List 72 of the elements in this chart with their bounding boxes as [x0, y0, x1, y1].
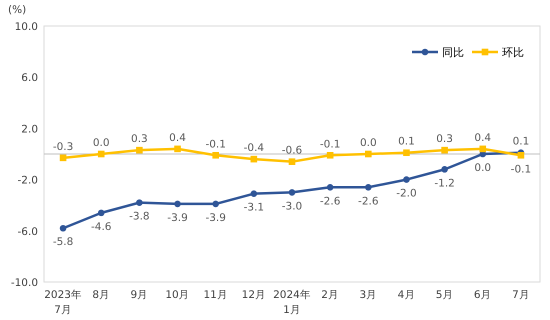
- data-label: 0.1: [512, 136, 530, 148]
- y-tick-label: -6.0: [18, 226, 38, 238]
- data-label: -2.6: [358, 195, 379, 208]
- data-label: -5.8: [52, 236, 74, 248]
- x-tick-label: 9月: [130, 289, 148, 301]
- point: [326, 184, 334, 191]
- data-label: -3.9: [205, 212, 226, 224]
- x-tick-label: 12月: [242, 289, 266, 301]
- point: [250, 190, 258, 197]
- data-label: 0.3: [131, 133, 148, 146]
- y-tick-label: 2.0: [21, 123, 38, 136]
- point: [441, 166, 448, 173]
- point: [212, 152, 219, 159]
- data-label: -4.6: [90, 220, 112, 233]
- x-tick-label: 6月: [474, 289, 492, 301]
- x-tick-label: 10月: [165, 289, 190, 301]
- point: [136, 199, 143, 206]
- data-label: -3.1: [244, 202, 264, 214]
- x-tick-label: 7月: [512, 289, 530, 301]
- data-label: -2.0: [396, 188, 417, 200]
- data-label: 0.0: [360, 137, 377, 149]
- x-tick-label: 5月: [436, 289, 454, 301]
- data-label: -0.6: [282, 144, 303, 157]
- x-tick-label: 2月: [321, 289, 339, 301]
- point: [250, 156, 258, 162]
- data-label: -3.8: [129, 210, 150, 223]
- x-tick-label: 8月: [92, 289, 110, 301]
- x-tick-label: 11月: [204, 289, 228, 301]
- point: [365, 150, 372, 158]
- data-label: 0.0: [92, 137, 110, 149]
- x-tick-label: 2024年 1月: [273, 289, 311, 316]
- point: [212, 200, 219, 208]
- data-label: 0.4: [169, 132, 186, 144]
- data-label: -0.1: [205, 138, 226, 150]
- data-label: -0.3: [52, 140, 74, 153]
- point: [479, 146, 486, 152]
- data-label: -2.6: [320, 195, 341, 208]
- data-label: -0.1: [510, 163, 532, 176]
- point: [60, 154, 66, 162]
- point: [403, 149, 410, 156]
- legend-label: 同比: [442, 46, 464, 59]
- point: [98, 150, 105, 158]
- point: [403, 176, 410, 183]
- y-tick-label: 6.0: [21, 72, 38, 84]
- y-axis-title: (%): [8, 4, 26, 16]
- x-tick-label: 3月: [359, 289, 378, 301]
- data-label: 0.0: [474, 162, 492, 174]
- point: [326, 152, 334, 159]
- y-tick-label: -2.0: [18, 174, 38, 187]
- data-label: -0.1: [320, 138, 340, 150]
- y-tick-label: -10.0: [10, 277, 38, 289]
- point: [518, 152, 524, 159]
- data-label: 0.1: [398, 136, 415, 148]
- data-label: -0.4: [244, 142, 264, 154]
- point: [60, 224, 66, 232]
- point: [174, 146, 181, 152]
- x-tick-label: 2023年 7月: [44, 289, 82, 316]
- data-label: -3.9: [167, 212, 188, 224]
- point: [136, 146, 143, 154]
- x-tick-label: 4月: [398, 289, 416, 301]
- point: [174, 200, 181, 208]
- point: [288, 189, 296, 196]
- legend-label: 环比: [502, 46, 524, 59]
- point: [288, 158, 296, 165]
- data-label: -1.2: [434, 177, 455, 190]
- data-label: -3.0: [282, 200, 302, 212]
- point: [365, 184, 372, 191]
- data-label: 0.3: [436, 133, 453, 146]
- point: [98, 210, 105, 216]
- point: [441, 146, 448, 154]
- y-tick-label: 10.0: [14, 21, 38, 33]
- data-label: 0.4: [474, 132, 492, 144]
